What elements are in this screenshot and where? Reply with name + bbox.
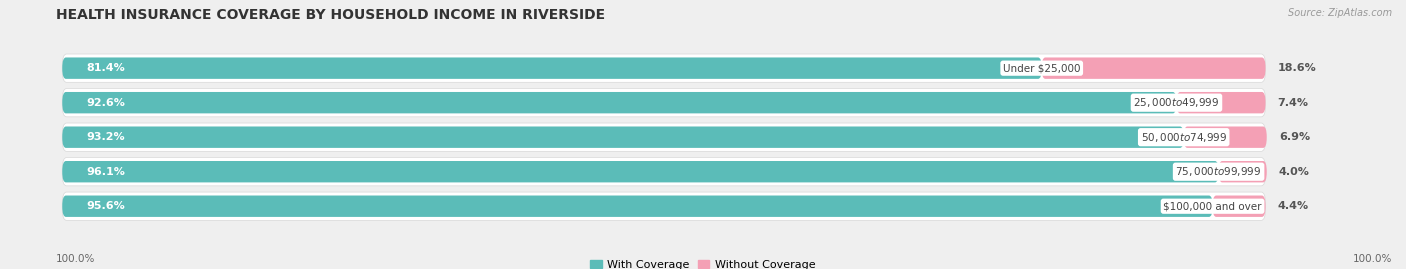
Text: 18.6%: 18.6% — [1278, 63, 1316, 73]
FancyBboxPatch shape — [62, 58, 1042, 79]
Text: Source: ZipAtlas.com: Source: ZipAtlas.com — [1288, 8, 1392, 18]
Text: 95.6%: 95.6% — [86, 201, 125, 211]
FancyBboxPatch shape — [62, 196, 1212, 217]
Text: 100.0%: 100.0% — [56, 254, 96, 264]
FancyBboxPatch shape — [1219, 161, 1267, 182]
Text: 4.0%: 4.0% — [1279, 167, 1309, 177]
FancyBboxPatch shape — [1212, 196, 1265, 217]
Text: $100,000 and over: $100,000 and over — [1163, 201, 1261, 211]
Text: $50,000 to $74,999: $50,000 to $74,999 — [1140, 131, 1227, 144]
Text: $25,000 to $49,999: $25,000 to $49,999 — [1133, 96, 1219, 109]
FancyBboxPatch shape — [1177, 92, 1265, 113]
Text: HEALTH INSURANCE COVERAGE BY HOUSEHOLD INCOME IN RIVERSIDE: HEALTH INSURANCE COVERAGE BY HOUSEHOLD I… — [56, 8, 606, 22]
FancyBboxPatch shape — [62, 158, 1265, 186]
FancyBboxPatch shape — [62, 92, 1177, 113]
Text: 96.1%: 96.1% — [86, 167, 125, 177]
FancyBboxPatch shape — [62, 89, 1265, 117]
Text: 7.4%: 7.4% — [1278, 98, 1309, 108]
Text: 92.6%: 92.6% — [86, 98, 125, 108]
FancyBboxPatch shape — [1184, 126, 1267, 148]
FancyBboxPatch shape — [1042, 58, 1265, 79]
Legend: With Coverage, Without Coverage: With Coverage, Without Coverage — [586, 255, 820, 269]
FancyBboxPatch shape — [62, 126, 1184, 148]
Text: Under $25,000: Under $25,000 — [1002, 63, 1080, 73]
Text: 93.2%: 93.2% — [86, 132, 125, 142]
Text: 6.9%: 6.9% — [1279, 132, 1310, 142]
FancyBboxPatch shape — [62, 54, 1265, 82]
FancyBboxPatch shape — [62, 161, 1219, 182]
FancyBboxPatch shape — [62, 192, 1265, 220]
FancyBboxPatch shape — [62, 123, 1265, 151]
Text: 4.4%: 4.4% — [1278, 201, 1309, 211]
Text: 100.0%: 100.0% — [1353, 254, 1392, 264]
Text: 81.4%: 81.4% — [86, 63, 125, 73]
Text: $75,000 to $99,999: $75,000 to $99,999 — [1175, 165, 1261, 178]
